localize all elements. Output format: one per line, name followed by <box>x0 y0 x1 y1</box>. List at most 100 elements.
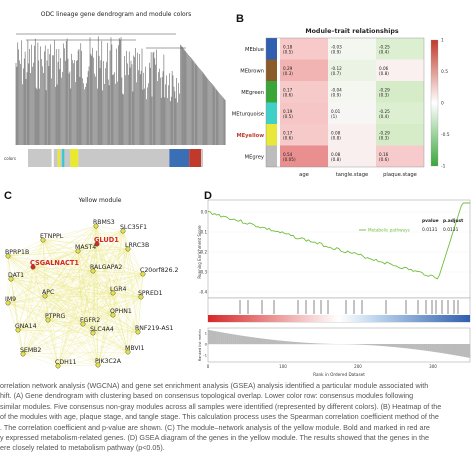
network-node <box>94 241 100 247</box>
figure-caption: orrelation network analysis (WGCNA) and … <box>0 381 474 454</box>
scale-tick: 0.5 <box>441 69 448 75</box>
x-tick: 300 <box>429 364 437 369</box>
module-swatch <box>266 102 277 124</box>
rank-color-bar <box>208 315 470 322</box>
padjust-value: 0.0131 <box>443 227 459 233</box>
network-node <box>125 349 131 355</box>
xlabel: Rank in Ordered Dataset <box>313 372 365 377</box>
gene-label: GNA14 <box>15 323 37 330</box>
panel-d: D 0.0 -0.1 -0.2 -0.3 -0.4 Running Enrichment… <box>196 190 474 380</box>
network-node <box>5 253 11 259</box>
x-tick: 0 <box>207 364 210 369</box>
enrichment-curve <box>207 202 470 280</box>
network-node <box>90 268 96 274</box>
scale-tick: 1 <box>441 38 444 44</box>
correlation-value: 0.08 <box>331 152 341 157</box>
x-tick: 200 <box>354 364 362 369</box>
pvalue-value: 0.0131 <box>422 227 438 233</box>
panel-c-title: Yellow module <box>78 197 122 204</box>
network-node <box>90 330 96 336</box>
trait-label: plaque.stage <box>383 172 417 178</box>
gene-label: APC <box>42 289 54 296</box>
p-value: (0.5) <box>283 114 293 119</box>
module-color-segment <box>57 149 61 167</box>
gene-label: RBMS3 <box>93 219 115 226</box>
legend-text: Metabolic pathways <box>368 228 410 233</box>
pvalue-header: pvalue <box>422 218 439 224</box>
heatmap-cell <box>376 81 424 103</box>
gene-label: PIK3C2A <box>95 358 122 365</box>
correlation-value: 0.17 <box>283 130 293 135</box>
network-node <box>110 312 116 318</box>
panel-c: C Yellow module RBMS3 SLC35F1 ETNPPL GLUD1 M… <box>0 190 200 380</box>
correlation-value: -0.04 <box>331 87 342 92</box>
gene-label: PTPRG <box>45 313 66 320</box>
network-node <box>125 246 131 252</box>
correlation-value: -0.29 <box>379 87 390 92</box>
y-tick: -0.3 <box>199 270 207 275</box>
module-label: MEgreen <box>241 90 264 96</box>
correlation-value: 0.08 <box>331 130 341 135</box>
panel-d-label: D <box>204 190 212 202</box>
module-swatch <box>266 81 277 103</box>
gene-label: ETNPPL <box>40 233 64 240</box>
heatmap-cell <box>328 59 376 81</box>
network-node <box>140 271 146 277</box>
network-node <box>30 264 36 270</box>
heatmap-cell <box>376 145 424 167</box>
gene-label: SPRED1 <box>138 290 163 297</box>
gene-label: MBVI1 <box>125 345 144 352</box>
y-tick: 0.0 <box>201 210 208 215</box>
module-swatch <box>266 124 277 146</box>
p-value: (0.6) <box>379 157 389 162</box>
correlation-value: 0.01 <box>331 109 341 114</box>
heatmap-cell <box>280 145 328 167</box>
metric-tick: 0 <box>205 342 208 347</box>
heatmap-cell <box>280 59 328 81</box>
heatmap-cell <box>328 38 376 60</box>
gene-label: SLC35F1 <box>120 224 147 231</box>
dendrogram-branches <box>16 33 186 49</box>
module-color-segment <box>28 149 52 167</box>
module-color-segment <box>53 149 58 167</box>
module-color-segment <box>189 149 202 167</box>
metric-tick: -1 <box>203 353 207 358</box>
heatmap-cell <box>376 38 424 60</box>
gene-label: BPRP1B <box>5 249 29 256</box>
p-value: (0.5) <box>283 49 293 54</box>
correlation-value: 0.19 <box>283 109 293 114</box>
correlation-value: -0.25 <box>379 44 390 49</box>
gene-label: LGR4 <box>110 286 127 293</box>
p-value: (0.3) <box>379 92 389 97</box>
panel-c-label: C <box>4 190 12 202</box>
correlation-value: 0.54 <box>283 152 293 157</box>
caption-line: orrelation network analysis (WGCNA) and … <box>0 381 429 390</box>
gene-label: IM9 <box>5 296 16 303</box>
network-node <box>40 237 46 243</box>
gene-label: SEMB2 <box>20 347 41 354</box>
module-color-segment <box>78 149 170 167</box>
p-value: (0.6) <box>283 92 293 97</box>
heatmap-cell <box>328 124 376 146</box>
gene-label: LRRC3B <box>125 242 149 249</box>
p-value: (0.3) <box>283 71 293 76</box>
correlation-value: 0.17 <box>283 87 293 92</box>
network-node <box>8 276 14 282</box>
network-node <box>42 293 48 299</box>
gene-label: SLC4A4 <box>90 326 114 333</box>
correlation-value: -0.12 <box>331 66 342 71</box>
panel-b-title: Module–trait relationships <box>305 28 399 35</box>
y-tick: -0.2 <box>199 250 207 255</box>
y-tick: -0.1 <box>199 230 207 235</box>
network-node <box>110 290 116 296</box>
p-value: (1) <box>331 114 337 119</box>
scale-tick: 0 <box>441 101 444 107</box>
gene-label: RALGAPA2 <box>90 264 122 271</box>
network-node <box>55 363 61 369</box>
module-color-segment <box>64 149 71 167</box>
heatmap-cell <box>328 81 376 103</box>
module-label: MEbrown <box>240 68 264 74</box>
caption-line: ere closely related to metabolism pathwa… <box>0 443 165 453</box>
gsea-plot: 0.0 -0.1 -0.2 -0.3 -0.4 Running Enrichment S… <box>197 199 471 377</box>
